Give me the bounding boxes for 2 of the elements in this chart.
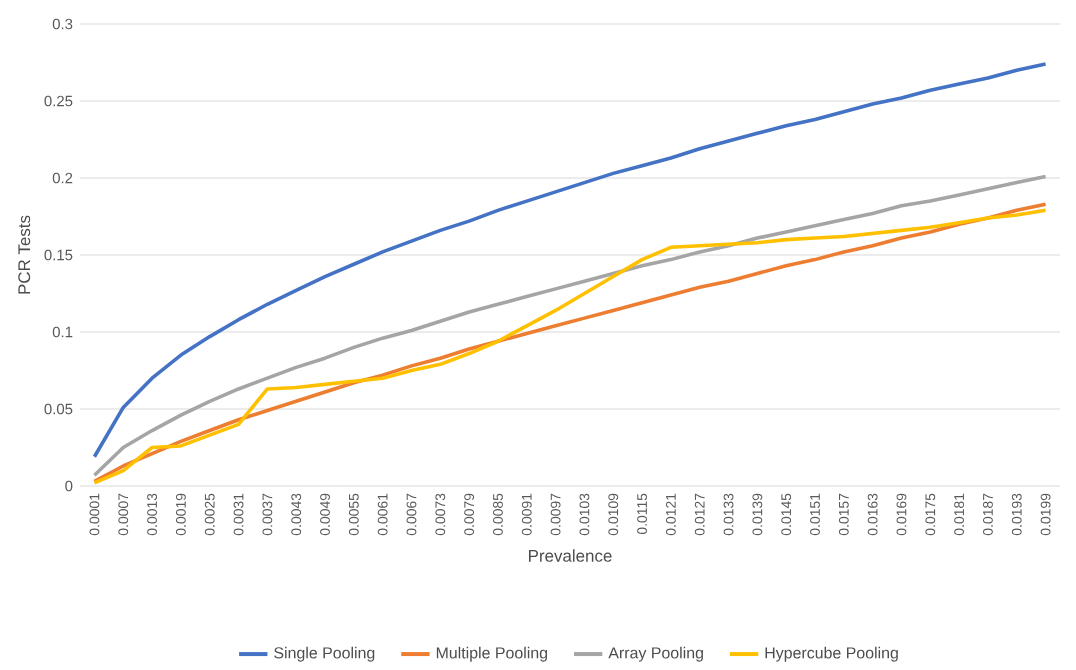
x-axis-title: Prevalence	[529, 549, 612, 563]
y-axis-title: PCR Tests	[18, 215, 31, 294]
